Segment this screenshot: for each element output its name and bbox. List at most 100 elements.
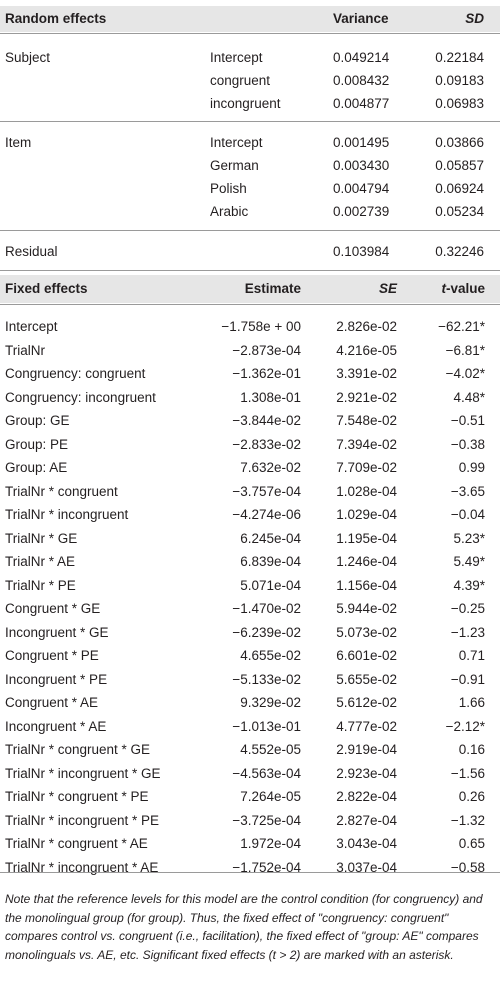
term: TrialNr * incongruent xyxy=(5,507,129,522)
t-suffix: -value xyxy=(445,281,485,296)
se-value: 2.923e-04 xyxy=(336,765,397,781)
t-value: −1.32 xyxy=(450,812,485,828)
term: Congruency: incongruent xyxy=(5,389,156,405)
term: TrialNr * incongruent * PE xyxy=(5,812,160,828)
term: Intercept xyxy=(210,50,263,65)
divider xyxy=(0,872,500,873)
se-value: 3.391e-02 xyxy=(336,366,397,381)
sd-value: 0.06983 xyxy=(435,96,484,111)
estimate-value: 1.308e-01 xyxy=(240,389,301,405)
table-row: TrialNr −2.873e-04 4.216e-05 −6.81* xyxy=(0,339,500,362)
table-row: TrialNr * incongruent * AE −1.752e-04 3.03… xyxy=(0,856,500,879)
t-value: −0.04 xyxy=(450,507,485,522)
t-value: −0.51 xyxy=(450,413,485,428)
estimate-value: −2.833e-02 xyxy=(232,436,301,452)
estimate-value: 6.839e-04 xyxy=(240,554,301,569)
se-value: 1.156e-04 xyxy=(336,577,397,593)
estimate-value: 4.655e-02 xyxy=(240,648,301,663)
term: TrialNr * incongruent * AE xyxy=(5,859,159,875)
divider xyxy=(0,121,500,122)
sd-value: 0.06924 xyxy=(435,181,484,196)
term: German xyxy=(210,158,259,173)
variance-value: 0.049214 xyxy=(333,50,390,65)
table-row: TrialNr * congruent * GE 4.552e-05 2.919e-… xyxy=(0,738,500,761)
table-row: TrialNr * congruent −3.757e-04 1.028e-04 −3… xyxy=(0,480,500,503)
table-row: Polish 0.004794 0.06924 xyxy=(0,177,500,200)
table-row: TrialNr * GE 6.245e-04 1.195e-04 5.23* xyxy=(0,527,500,550)
estimate-value: 6.245e-04 xyxy=(240,530,301,546)
variance-value: 0.003430 xyxy=(333,158,390,173)
term: Incongruent * GE xyxy=(5,624,109,640)
se-value: 2.919e-04 xyxy=(336,742,397,757)
table-row: incongruent 0.004877 0.06983 xyxy=(0,92,500,115)
table-row: Subject Intercept 0.049214 0.22184 xyxy=(0,46,500,69)
term: TrialNr * PE xyxy=(5,577,76,593)
t-value: −0.91 xyxy=(450,671,485,687)
table-row: TrialNr * AE 6.839e-04 1.246e-04 5.49* xyxy=(0,550,500,573)
se-value: 2.826e-02 xyxy=(336,319,397,334)
table-row: Incongruent * PE −5.133e-02 5.655e-02 −0.91 xyxy=(0,668,500,691)
estimate-value: −4.563e-04 xyxy=(232,765,301,781)
estimate-value: −3.725e-04 xyxy=(232,812,301,828)
fixed-effects-title: Fixed effects xyxy=(5,281,88,296)
se-value: 4.216e-05 xyxy=(336,342,397,358)
term: Congruent * PE xyxy=(5,648,99,663)
estimate-value: 9.329e-02 xyxy=(240,695,301,710)
table-row: Group: GE −3.844e-02 7.548e-02 −0.51 xyxy=(0,409,500,432)
variance-value: 0.004794 xyxy=(333,181,390,196)
table-row: TrialNr * incongruent −4.274e-06 1.029e-04… xyxy=(0,503,500,526)
estimate-value: 4.552e-05 xyxy=(240,742,301,757)
table-row: TrialNr * PE 5.071e-04 1.156e-04 4.39* xyxy=(0,574,500,597)
random-effects-title: Random effects xyxy=(5,11,107,26)
term: Congruent * AE xyxy=(5,695,99,710)
t-value: 1.66 xyxy=(458,695,485,710)
estimate-value: −1.752e-04 xyxy=(232,859,301,875)
term: TrialNr * congruent * GE xyxy=(5,742,151,757)
se-value: 7.394e-02 xyxy=(336,436,397,452)
divider xyxy=(0,33,500,34)
t-value: −6.81* xyxy=(445,342,485,358)
se-value: 3.037e-04 xyxy=(336,859,397,875)
table-row: Congruent * AE 9.329e-02 5.612e-02 1.66 xyxy=(0,691,500,714)
variance-value: 0.001495 xyxy=(333,135,390,150)
sd-value: 0.03866 xyxy=(435,135,484,150)
term: congruent xyxy=(210,73,271,88)
group-name: Residual xyxy=(5,244,58,259)
se-header: SE xyxy=(378,281,397,296)
variance-value: 0.008432 xyxy=(333,73,390,88)
t-value: −1.23 xyxy=(450,624,485,640)
t-value: 0.65 xyxy=(458,836,485,851)
term: TrialNr * congruent * AE xyxy=(5,836,148,851)
table-row: congruent 0.008432 0.09183 xyxy=(0,69,500,92)
variance-header: Variance xyxy=(333,11,389,26)
estimate-value: −4.274e-06 xyxy=(232,507,301,522)
term: TrialNr * congruent xyxy=(5,483,118,499)
se-value: 1.246e-04 xyxy=(336,554,397,569)
term: incongruent xyxy=(210,96,281,111)
t-symbol: t xyxy=(441,281,446,296)
estimate-value: −1.470e-02 xyxy=(232,601,301,616)
term: Incongruent * PE xyxy=(5,671,108,687)
se-value: 1.028e-04 xyxy=(336,483,397,499)
estimate-value: −5.133e-02 xyxy=(232,671,301,687)
table-row: Group: PE −2.833e-02 7.394e-02 −0.38 xyxy=(0,433,500,456)
term: TrialNr * congruent * PE xyxy=(5,789,149,804)
variance-value: 0.103984 xyxy=(333,244,390,259)
divider xyxy=(0,304,500,305)
random-effects-header: Random effects Variance SD xyxy=(0,6,500,32)
table-row: TrialNr * congruent * PE 7.264e-05 2.822e-… xyxy=(0,785,500,808)
se-value: 2.827e-04 xyxy=(336,812,397,828)
table-row: Arabic 0.002739 0.05234 xyxy=(0,200,500,223)
term: TrialNr xyxy=(5,342,45,358)
table-row: Item Intercept 0.001495 0.03866 xyxy=(0,131,500,154)
group-name: Subject xyxy=(5,50,51,65)
sd-value: 0.09183 xyxy=(435,73,484,88)
table-row: Residual 0.103984 0.32246 xyxy=(0,240,500,263)
sd-header: SD xyxy=(465,11,484,26)
se-value: 1.195e-04 xyxy=(336,530,397,546)
se-value: 7.709e-02 xyxy=(336,460,397,475)
term: Group: GE xyxy=(5,413,70,428)
t-value: −1.56 xyxy=(450,765,485,781)
term: Congruent * GE xyxy=(5,601,101,616)
t-value: −4.02* xyxy=(445,366,485,381)
